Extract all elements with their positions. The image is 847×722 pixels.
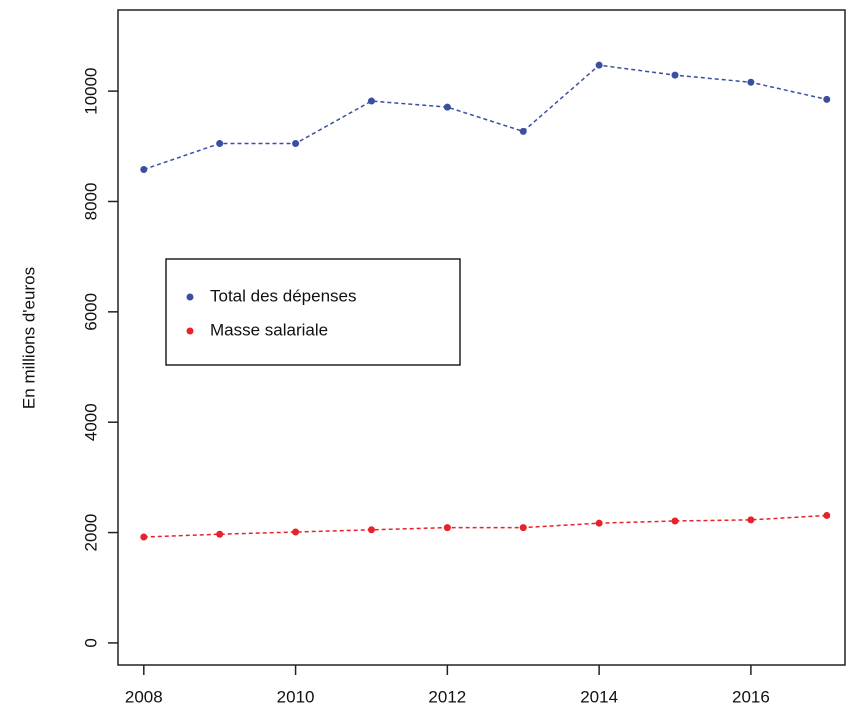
point [216, 530, 224, 538]
point [367, 97, 375, 105]
point [292, 528, 300, 536]
legend-label: Masse salariale [210, 320, 328, 339]
x-tick-label: 2016 [732, 687, 770, 706]
point [671, 517, 679, 525]
legend-label: Total des dépenses [210, 286, 357, 305]
y-tick-label: 4000 [81, 403, 100, 441]
y-tick-label: 8000 [81, 183, 100, 221]
legend-box [165, 258, 461, 366]
legend-marker [186, 327, 194, 335]
y-tick-label: 0 [81, 638, 100, 647]
legend: Total des dépenses Masse salariale [165, 258, 461, 366]
point [367, 526, 375, 534]
x-tick-label: 2014 [580, 687, 618, 706]
point [595, 519, 603, 527]
point [443, 103, 451, 111]
point [216, 140, 224, 148]
legend-marker [186, 293, 194, 301]
point [823, 95, 831, 103]
y-tick-label: 10000 [81, 67, 100, 114]
y-tick-label: 2000 [81, 514, 100, 552]
x-tick-label: 2008 [125, 687, 163, 706]
point [519, 127, 527, 135]
point [140, 165, 148, 173]
point [443, 524, 451, 532]
series-line [143, 64, 827, 171]
point [823, 511, 831, 519]
point [519, 524, 527, 532]
point [292, 140, 300, 148]
point [595, 61, 603, 69]
series-line [143, 514, 827, 538]
point [671, 71, 679, 79]
point [747, 78, 755, 86]
y-axis-title: En millions d'euros [19, 267, 38, 409]
x-tick-label: 2012 [428, 687, 466, 706]
x-tick-label: 2010 [277, 687, 315, 706]
y-tick-label: 6000 [81, 293, 100, 331]
point [747, 516, 755, 524]
point [140, 533, 148, 541]
plot-frame [117, 9, 846, 666]
